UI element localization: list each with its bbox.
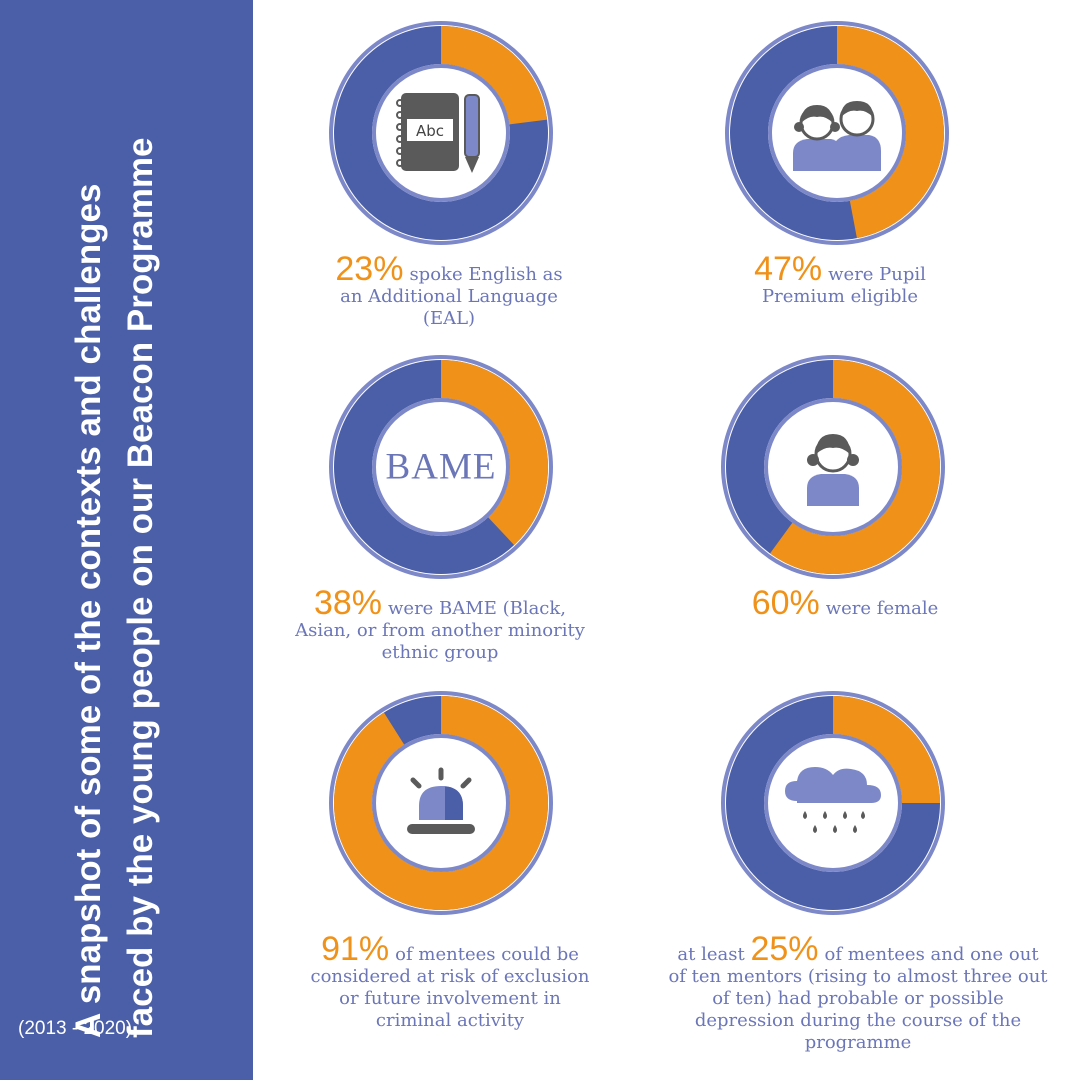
children-icon bbox=[789, 93, 885, 173]
caption-risk-text: of mentees could be considered at risk o… bbox=[310, 944, 590, 1031]
caption-pupil-premium-text: were Pupil Premium eligible bbox=[762, 264, 926, 307]
caption-eal: 23% spoke English as an Additional Langua… bbox=[330, 252, 568, 330]
donut-bame-chart bbox=[329, 355, 553, 579]
siren-icon bbox=[399, 766, 483, 840]
percent-female: 60% bbox=[751, 584, 820, 622]
percent-risk: 91% bbox=[321, 930, 390, 968]
donut-ring-value bbox=[334, 360, 548, 574]
donut-ring-value bbox=[726, 360, 940, 574]
bame-text: BAME bbox=[385, 446, 497, 488]
caption-female: 60% were female bbox=[735, 586, 955, 620]
sidebar: A snapshot of some of the contexts and c… bbox=[0, 0, 253, 1080]
sidebar-title-line1: A snapshot of some of the contexts and c… bbox=[69, 183, 108, 1038]
rain-cloud-icon bbox=[783, 761, 883, 845]
donut-ring-value bbox=[726, 696, 940, 910]
donut-risk-chart bbox=[329, 691, 553, 915]
notebook-pencil-icon: Abc bbox=[395, 89, 487, 177]
percent-bame: 38% bbox=[313, 584, 383, 622]
notebook-text: Abc bbox=[416, 122, 444, 140]
caption-female-text: were female bbox=[825, 598, 939, 619]
caption-depression: at least 25% of mentees and one out of te… bbox=[668, 932, 1048, 1054]
caption-bame-text: were BAME (Black, Asian, or from another… bbox=[295, 598, 585, 663]
sidebar-title: A snapshot of some of the contexts and c… bbox=[63, 38, 167, 1038]
percent-depression: 25% bbox=[750, 930, 819, 968]
bame-label: BAME bbox=[386, 446, 497, 489]
donut-depression bbox=[721, 691, 945, 915]
percent-pupil-premium: 47% bbox=[754, 250, 823, 288]
sidebar-title-line2: faced by the young people on our Beacon … bbox=[121, 137, 160, 1038]
donut-female bbox=[721, 355, 945, 579]
donut-risk bbox=[329, 691, 553, 915]
caption-risk: 91% of mentees could be considered at ris… bbox=[300, 932, 600, 1032]
donut-pupil-premium-chart bbox=[725, 21, 949, 245]
caption-bame: 38% were BAME (Black, Asian, or from anot… bbox=[290, 586, 590, 664]
donut-pupil-premium bbox=[725, 21, 949, 245]
donut-ring-value bbox=[334, 26, 548, 240]
caption-eal-text: spoke English as an Additional Language … bbox=[340, 264, 563, 329]
donut-ring-value bbox=[730, 26, 944, 240]
donut-ring-value bbox=[334, 696, 548, 910]
donut-inner bbox=[372, 398, 510, 536]
sidebar-years: (2013 - 2020) bbox=[18, 1018, 133, 1039]
donut-bame: BAME bbox=[329, 355, 553, 579]
girl-icon bbox=[803, 426, 863, 508]
caption-depression-pre: at least bbox=[677, 944, 745, 965]
donut-eal: Abc bbox=[329, 21, 553, 245]
caption-pupil-premium: 47% were Pupil Premium eligible bbox=[740, 252, 940, 308]
percent-eal: 23% bbox=[335, 250, 404, 288]
caption-depression-text: of mentees and one out of ten mentors (r… bbox=[668, 944, 1048, 1053]
